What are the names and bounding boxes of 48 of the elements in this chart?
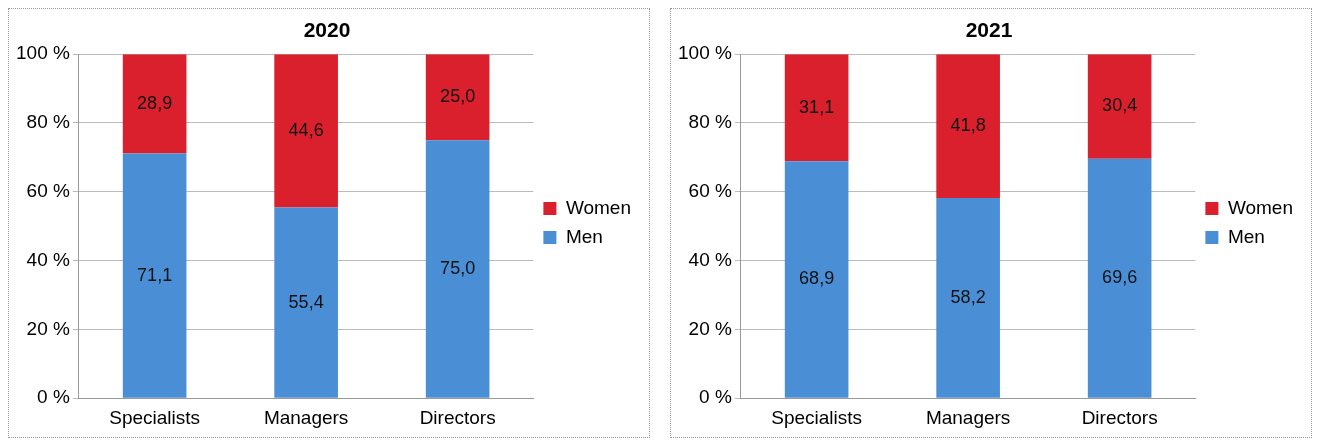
data-label: 30,4: [1102, 95, 1138, 116]
x-tick-label: Managers: [925, 406, 1011, 428]
bar: [784, 54, 849, 162]
y-tick-label: 60 %: [688, 180, 732, 202]
legend-label: Women: [1227, 196, 1294, 218]
bar: [1087, 54, 1152, 159]
x-tick-label: Specialists: [771, 406, 863, 428]
data-label: 75,0: [440, 257, 476, 278]
data-label: 68,9: [799, 268, 835, 289]
y-tick-label: 60 %: [26, 180, 70, 202]
data-label: 44,6: [288, 119, 324, 140]
data-label: 28,9: [137, 92, 173, 113]
y-tick-label: 100 %: [16, 42, 70, 64]
y-tick-label: 40 %: [26, 248, 70, 270]
chart-title: 2021: [965, 18, 1013, 42]
data-label: 41,8: [950, 115, 986, 136]
bar: [1087, 158, 1152, 398]
data-label: 31,1: [799, 96, 835, 117]
bar: [936, 54, 1000, 198]
y-tick-label: 80 %: [688, 111, 732, 133]
x-tick-label: Managers: [263, 406, 349, 428]
y-tick-label: 20 %: [688, 317, 732, 339]
bar: [274, 207, 338, 398]
y-tick-label: 20 %: [26, 317, 70, 339]
data-label: 55,4: [288, 291, 324, 312]
bar: [425, 54, 490, 141]
y-tick-label: 0 %: [37, 386, 70, 408]
x-tick-label: Specialists: [109, 406, 201, 428]
y-tick-label: 0 %: [699, 386, 732, 408]
legend-label: Men: [1227, 225, 1265, 247]
bar: [122, 153, 187, 398]
y-tick-label: 100 %: [678, 42, 732, 64]
chart-title: 2020: [303, 18, 351, 42]
bar: [122, 54, 187, 154]
bar: [274, 54, 338, 208]
bar: [425, 140, 490, 398]
legend-label: Women: [565, 196, 632, 218]
legend-label: Men: [565, 225, 603, 247]
data-label: 58,2: [950, 286, 986, 307]
bar: [936, 197, 1000, 398]
data-label: 69,6: [1102, 267, 1138, 288]
data-label: 25,0: [440, 86, 476, 107]
x-tick-label: Directors: [419, 406, 496, 428]
y-tick-label: 80 %: [26, 111, 70, 133]
x-tick-label: Directors: [1081, 406, 1158, 428]
y-tick-label: 40 %: [688, 248, 732, 270]
bar: [784, 161, 849, 398]
data-label: 71,1: [137, 264, 173, 285]
